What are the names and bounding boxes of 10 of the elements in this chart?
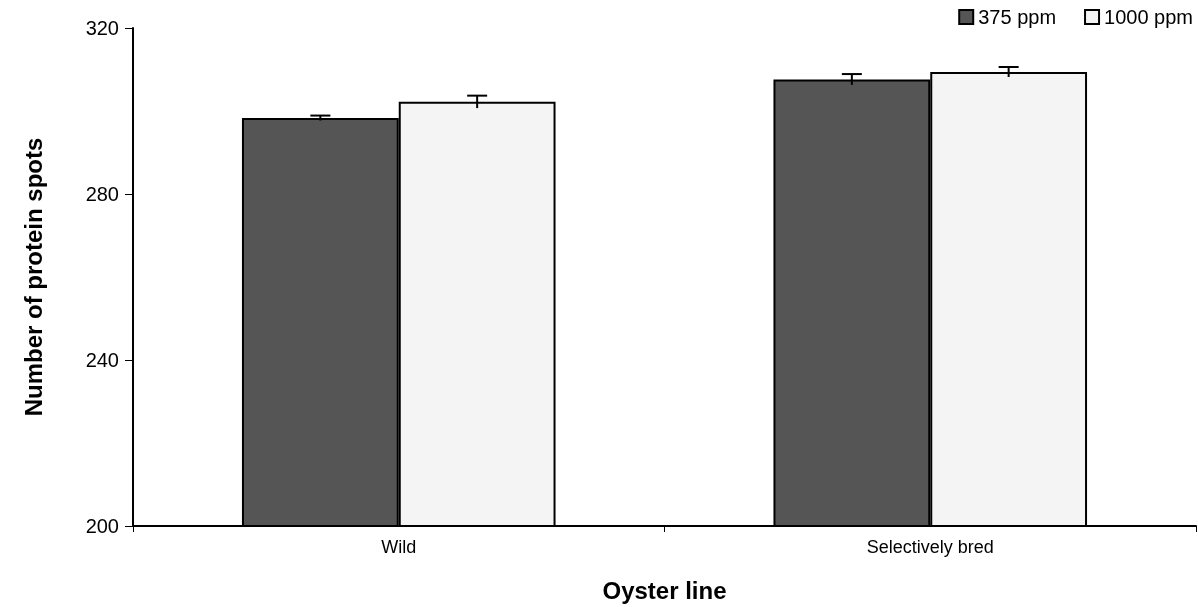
y-axis-title: Number of protein spots bbox=[19, 137, 47, 417]
legend-label: 375 ppm bbox=[978, 6, 1057, 28]
legend-label: 1000 ppm bbox=[1104, 6, 1194, 28]
y-tick-label: 320 bbox=[85, 17, 119, 39]
y-tick-label: 280 bbox=[85, 183, 119, 205]
y-tick-label: 200 bbox=[85, 515, 119, 537]
x-tick-label: Wild bbox=[381, 537, 417, 557]
x-axis-title: Oyster line bbox=[602, 576, 727, 604]
y-tick-label: 240 bbox=[85, 349, 119, 371]
x-tick-label: Selectively bred bbox=[866, 537, 994, 557]
